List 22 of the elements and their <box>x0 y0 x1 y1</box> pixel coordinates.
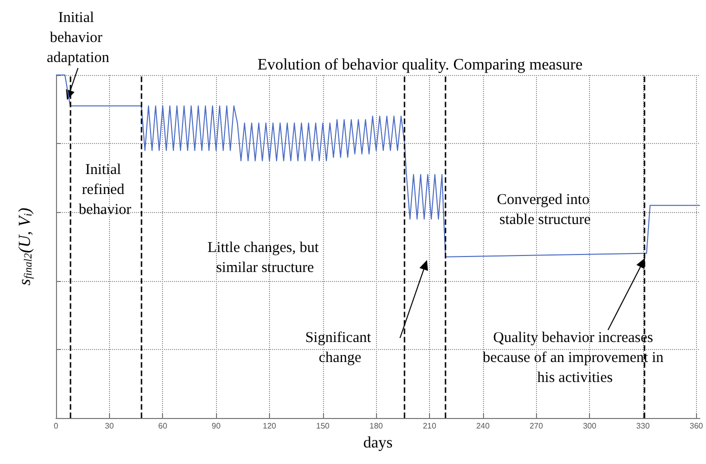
annotation: Significant change <box>305 330 375 366</box>
x-tick-label: 90 <box>212 422 222 431</box>
x-tick-label: 30 <box>104 422 114 431</box>
y-axis-title: sfinal2(U, Vi) <box>15 207 34 286</box>
x-tick-label: 330 <box>636 422 650 431</box>
x-axis-title: days <box>363 434 393 452</box>
x-tick-label: 180 <box>369 422 384 431</box>
x-tick-label: 60 <box>158 422 168 431</box>
annotation: Quality behavior increases because of an improvement in his activities <box>482 330 668 386</box>
x-tick-label: 120 <box>262 422 277 431</box>
x-tick-label: 210 <box>422 422 437 431</box>
annotation: Initial refined behavior <box>78 162 132 218</box>
annotation: Converged into stable structure <box>496 192 594 228</box>
chart-title: Evolution of behavior quality. Comparing measure <box>257 56 583 74</box>
x-tick-label: 360 <box>690 422 704 431</box>
x-tick-label: 0 <box>54 422 59 431</box>
text: Initial behavior adaptation <box>46 10 110 66</box>
x-tick-label: 240 <box>476 422 490 431</box>
x-tick-label: 150 <box>316 422 330 431</box>
x-tick-label: 270 <box>530 422 544 431</box>
x-tick-label: 300 <box>582 422 597 431</box>
annotation: Little changes, but similar structure <box>208 240 322 276</box>
